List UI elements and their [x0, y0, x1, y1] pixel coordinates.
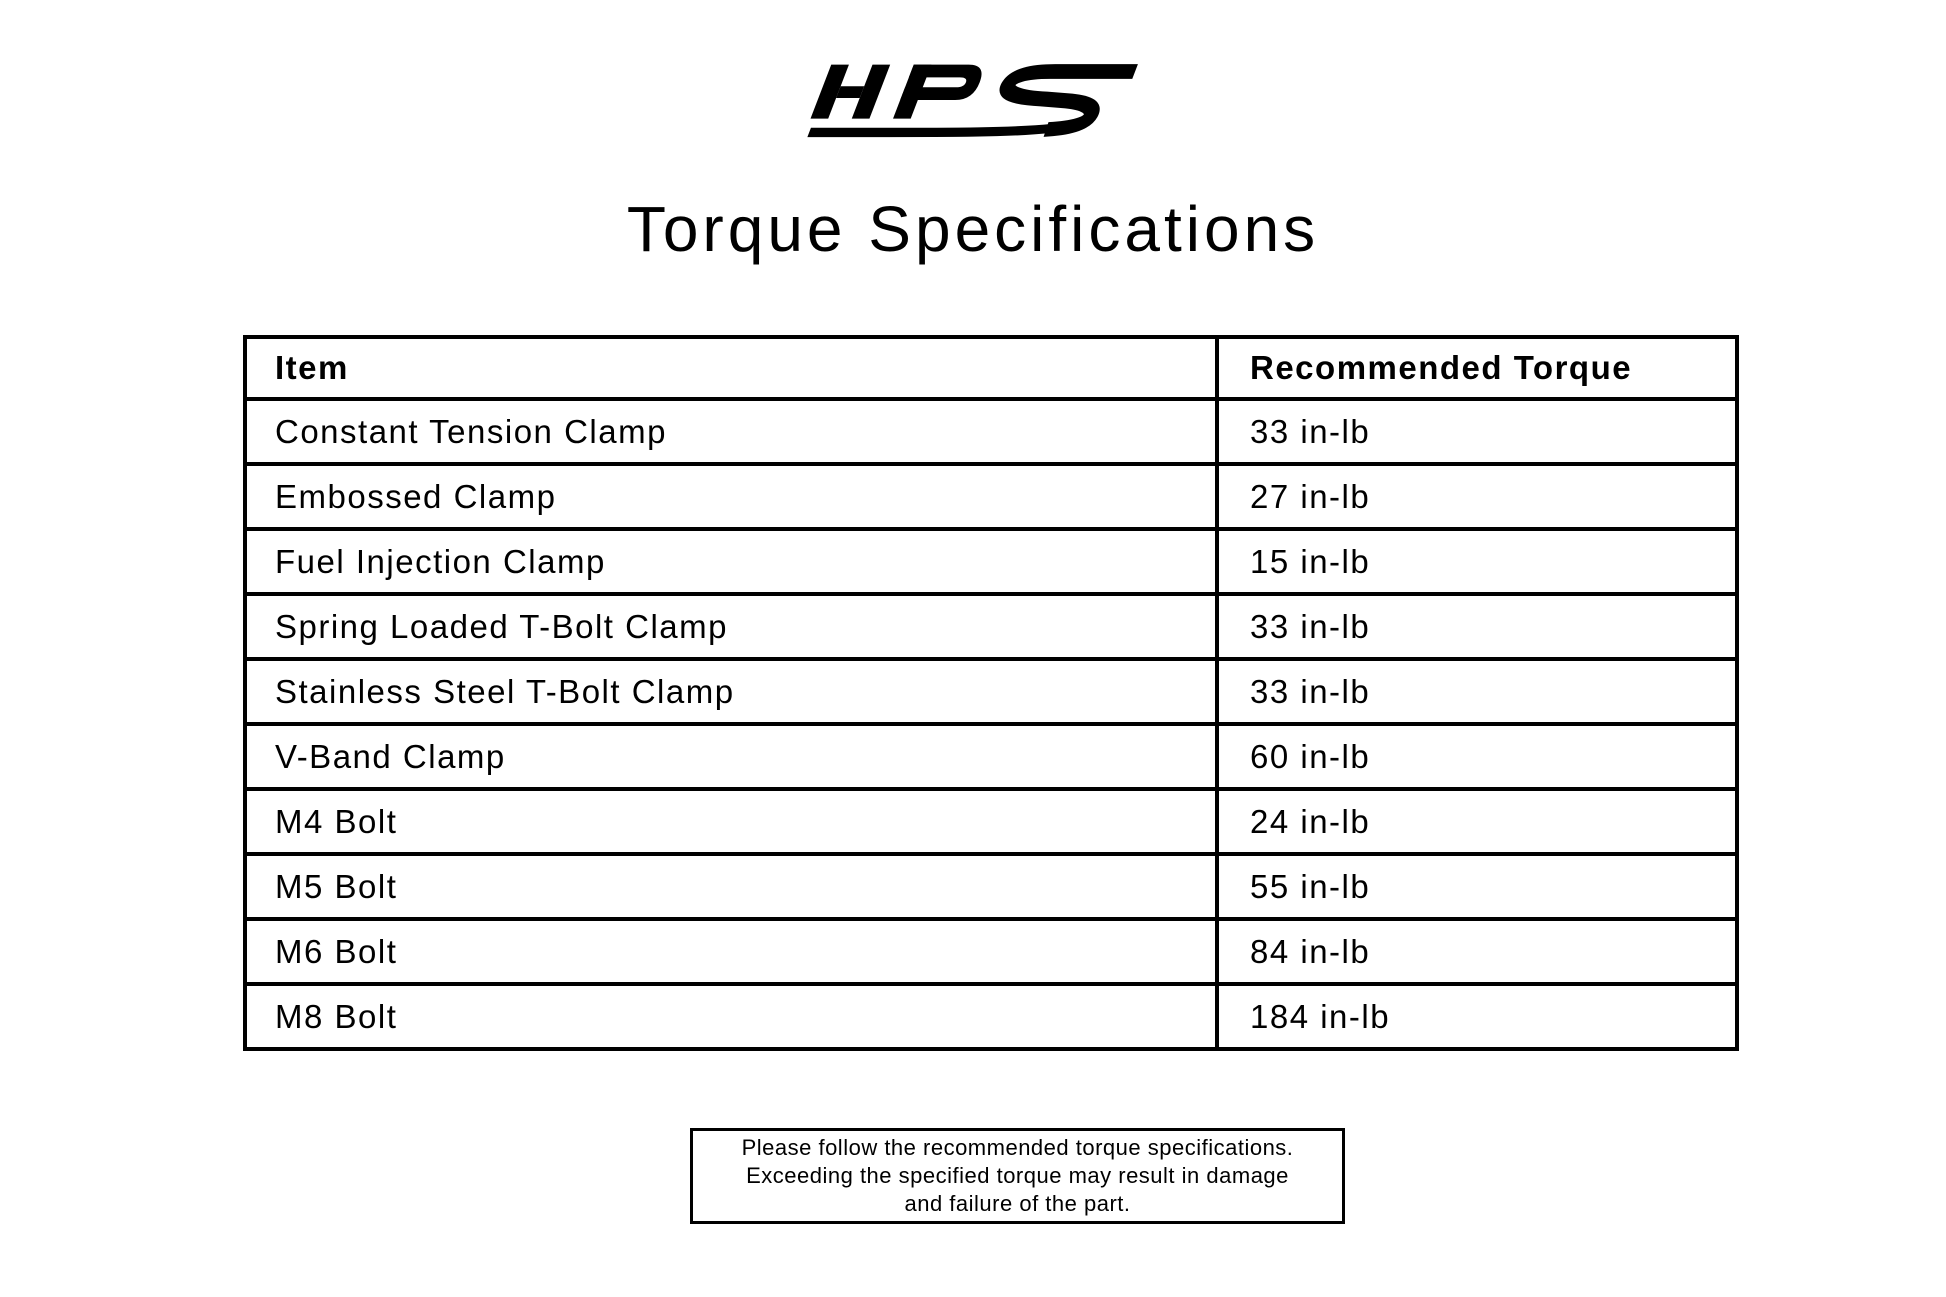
item-cell: Stainless Steel T-Bolt Clamp	[243, 657, 1219, 726]
item-cell: Spring Loaded T-Bolt Clamp	[243, 592, 1219, 661]
torque-cell: 33 in-lb	[1215, 592, 1739, 661]
item-cell: Embossed Clamp	[243, 462, 1219, 531]
item-cell: Constant Tension Clamp	[243, 397, 1219, 466]
torque-cell: 33 in-lb	[1215, 397, 1739, 466]
note-line: Exceeding the specified torque may resul…	[746, 1163, 1289, 1188]
table-row: Constant Tension Clamp 33 in-lb	[243, 397, 1739, 466]
page-title: Torque Specifications	[626, 193, 1320, 265]
item-cell: M8 Bolt	[243, 982, 1219, 1051]
column-header-torque: Recommended Torque	[1215, 335, 1739, 401]
item-cell: M4 Bolt	[243, 787, 1219, 856]
table-header-row: Item Recommended Torque	[243, 335, 1739, 401]
note-box: Please follow the recommended torque spe…	[690, 1128, 1345, 1224]
torque-cell: 33 in-lb	[1215, 657, 1739, 726]
hps-logo	[806, 58, 1140, 144]
item-cell: M6 Bolt	[243, 917, 1219, 986]
torque-cell: 84 in-lb	[1215, 917, 1739, 986]
table-row: M6 Bolt 84 in-lb	[243, 917, 1739, 986]
torque-cell: 184 in-lb	[1215, 982, 1739, 1051]
table-row: Embossed Clamp 27 in-lb	[243, 462, 1739, 531]
note-line: and failure of the part.	[904, 1191, 1131, 1216]
item-cell: Fuel Injection Clamp	[243, 527, 1219, 596]
table-row: M8 Bolt 184 in-lb	[243, 982, 1739, 1051]
torque-cell: 60 in-lb	[1215, 722, 1739, 791]
torque-cell: 55 in-lb	[1215, 852, 1739, 921]
table-row: Spring Loaded T-Bolt Clamp 33 in-lb	[243, 592, 1739, 661]
hps-logo-graphic	[807, 64, 1138, 138]
torque-cell: 15 in-lb	[1215, 527, 1739, 596]
torque-spec-table: Item Recommended Torque Constant Tension…	[243, 335, 1739, 1051]
note-line: Please follow the recommended torque spe…	[741, 1135, 1294, 1160]
table-row: M5 Bolt 55 in-lb	[243, 852, 1739, 921]
torque-cell: 24 in-lb	[1215, 787, 1739, 856]
item-cell: M5 Bolt	[243, 852, 1219, 921]
table-row: V-Band Clamp 60 in-lb	[243, 722, 1739, 791]
table-row: M4 Bolt 24 in-lb	[243, 787, 1739, 856]
table-row: Stainless Steel T-Bolt Clamp 33 in-lb	[243, 657, 1739, 726]
column-header-item: Item	[243, 335, 1219, 401]
item-cell: V-Band Clamp	[243, 722, 1219, 791]
table-row: Fuel Injection Clamp 15 in-lb	[243, 527, 1739, 596]
torque-cell: 27 in-lb	[1215, 462, 1739, 531]
